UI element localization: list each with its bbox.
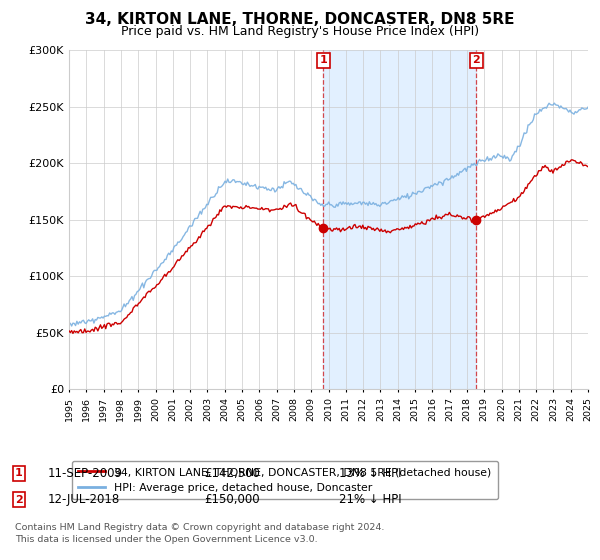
Text: 21% ↓ HPI: 21% ↓ HPI bbox=[339, 493, 401, 506]
Text: 1: 1 bbox=[15, 468, 23, 478]
Text: Contains HM Land Registry data © Crown copyright and database right 2024.
This d: Contains HM Land Registry data © Crown c… bbox=[15, 523, 385, 544]
Text: £150,000: £150,000 bbox=[204, 493, 260, 506]
Text: 11-SEP-2009: 11-SEP-2009 bbox=[48, 466, 123, 480]
Legend: 34, KIRTON LANE, THORNE, DONCASTER, DN8 5RE (detached house), HPI: Average price: 34, KIRTON LANE, THORNE, DONCASTER, DN8 … bbox=[72, 461, 498, 499]
Text: 12-JUL-2018: 12-JUL-2018 bbox=[48, 493, 120, 506]
Text: 13% ↓ HPI: 13% ↓ HPI bbox=[339, 466, 401, 480]
Text: £142,500: £142,500 bbox=[204, 466, 260, 480]
Text: Price paid vs. HM Land Registry's House Price Index (HPI): Price paid vs. HM Land Registry's House … bbox=[121, 25, 479, 38]
Text: 2: 2 bbox=[15, 494, 23, 505]
Text: 34, KIRTON LANE, THORNE, DONCASTER, DN8 5RE: 34, KIRTON LANE, THORNE, DONCASTER, DN8 … bbox=[85, 12, 515, 27]
Text: 1: 1 bbox=[319, 55, 327, 66]
Text: 2: 2 bbox=[472, 55, 480, 66]
